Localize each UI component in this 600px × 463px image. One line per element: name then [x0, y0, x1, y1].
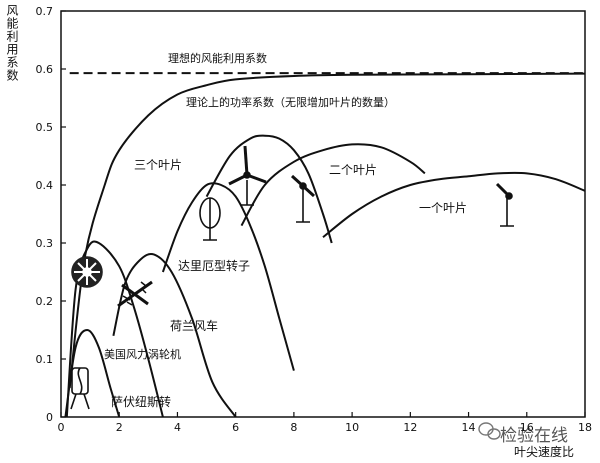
axes: 0 2 4 6 8 10 12 14 16 18 0 0.1 0.2 0.3 0.4 0.5 0.6 0.7	[36, 5, 593, 434]
y-axis-label: 风能利用系数	[5, 4, 19, 82]
plot-frame	[60, 10, 586, 418]
y-tick-label: 0.6	[36, 63, 54, 76]
x-tick-label: 8	[290, 421, 297, 434]
annotation-savonius: 萨伏纽斯转	[111, 394, 171, 409]
series-darrieus	[161, 182, 295, 371]
series-american	[65, 240, 164, 418]
x-tick-label: 10	[345, 421, 359, 434]
three-blade-turbine-icon	[228, 145, 267, 206]
annotation-dutch: 荷兰风车	[170, 318, 218, 333]
y-tick-label: 0.1	[36, 353, 54, 366]
watermark-text: 检验在线	[500, 426, 568, 446]
x-tick-label: 16	[520, 421, 534, 434]
x-tick-label: 0	[58, 421, 65, 434]
annotation-theoretical: 理论上的功率系数（无限增加叶片的数量）	[186, 95, 395, 109]
series-theoretical-cp	[68, 72, 586, 389]
annotation-three-blades: 三个叶片	[134, 158, 182, 172]
series-dutch	[112, 253, 237, 418]
wechat-icon	[478, 422, 501, 440]
savonius-rotor-icon	[70, 367, 90, 410]
series-two-blades	[240, 143, 426, 227]
annotation-american: 美国风力涡轮机	[104, 347, 181, 361]
series-one-blade	[322, 171, 586, 238]
y-tick-label: 0.5	[36, 121, 54, 134]
dutch-windmill-icon	[117, 280, 153, 308]
darrieus-rotor-icon	[199, 197, 221, 241]
annotation-darrieus: 达里厄型转子	[178, 258, 250, 273]
y-tick-label: 0.4	[36, 179, 54, 192]
american-multiblade-turbine-icon	[71, 256, 103, 288]
x-tick-label: 2	[116, 421, 123, 434]
x-tick-label: 12	[403, 421, 417, 434]
series-savonius	[64, 328, 121, 418]
annotation-one-blade: 一个叶片	[419, 201, 467, 215]
x-tick-label: 4	[174, 421, 181, 434]
x-tick-label: 6	[232, 421, 239, 434]
annotation-layer: 理想的风能利用系数 理论上的功率系数（无限增加叶片的数量） 三个叶片 二个叶片 …	[104, 51, 467, 409]
one-blade-turbine-icon	[495, 182, 514, 227]
x-tick-label: 14	[462, 421, 476, 434]
annotation-ideal: 理想的风能利用系数	[168, 51, 267, 65]
turbine-icons	[70, 145, 514, 440]
x-tick-label: 18	[578, 421, 592, 434]
series-three-blades	[205, 134, 333, 244]
y-tick-label: 0.2	[36, 295, 54, 308]
y-tick-label: 0.7	[36, 5, 54, 18]
y-tick-label: 0.3	[36, 237, 54, 250]
y-tick-label: 0	[46, 411, 53, 424]
series-layer	[64, 72, 586, 418]
x-axis-label: 叶尖速度比	[514, 445, 575, 459]
annotation-two-blades: 二个叶片	[329, 163, 377, 177]
two-blade-turbine-icon	[290, 174, 316, 223]
